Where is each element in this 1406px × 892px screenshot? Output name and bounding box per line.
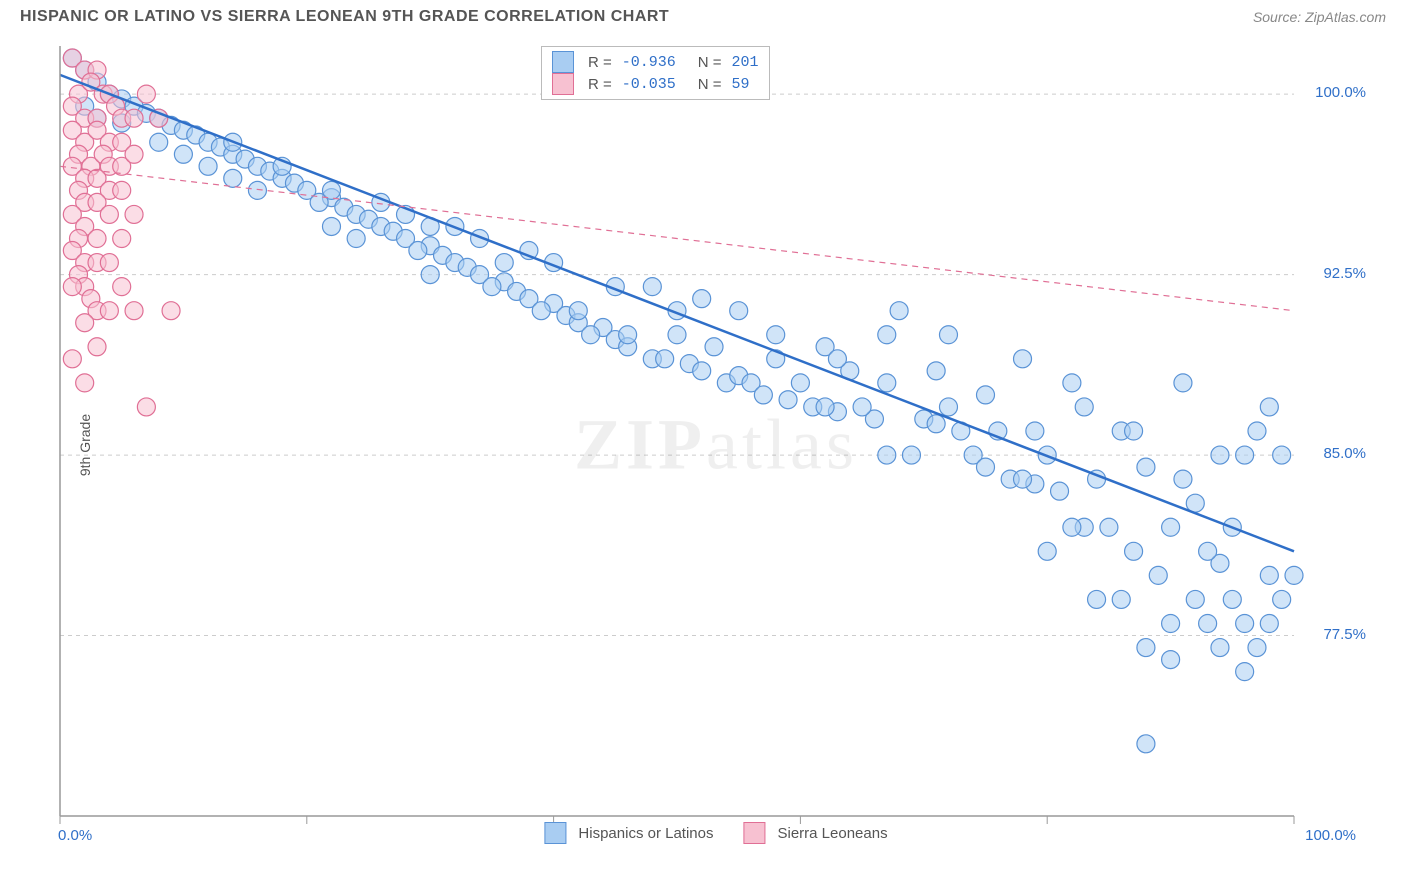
y-axis-label: 9th Grade	[77, 414, 93, 476]
chart-title: HISPANIC OR LATINO VS SIERRA LEONEAN 9TH…	[20, 8, 669, 26]
swatch-hispanic	[544, 822, 566, 844]
legend-row-sierra: R = -0.035 N = 59	[552, 73, 759, 95]
r-label: R =	[588, 54, 612, 71]
legend-item-sierra: Sierra Leoneans	[744, 822, 888, 844]
source-label: Source: ZipAtlas.com	[1253, 9, 1386, 25]
chart-container: 9th Grade ZIPatlas R = -0.936N = 201R = …	[46, 40, 1386, 850]
y-tick-label: 85.0%	[1323, 445, 1366, 462]
x-tick-max: 100.0%	[1305, 827, 1356, 844]
y-tick-label: 100.0%	[1315, 84, 1366, 101]
y-tick-label: 92.5%	[1323, 265, 1366, 282]
legend-row-hispanic: R = -0.936 N = 201	[552, 51, 759, 73]
swatch-sierra	[552, 73, 574, 95]
n-label: N =	[698, 76, 722, 93]
n-label: N =	[698, 54, 722, 71]
n-value-hispanic: 201	[732, 54, 759, 71]
correlation-legend: R = -0.936 N = 201 R = -0.035 N = 59	[541, 46, 770, 100]
legend-label-sierra: Sierra Leoneans	[778, 825, 888, 842]
series-legend: Hispanics or Latinos Sierra Leoneans	[544, 822, 887, 844]
r-label: R =	[588, 76, 612, 93]
scatter-chart	[46, 40, 1386, 850]
x-tick-min: 0.0%	[58, 827, 92, 844]
n-value-sierra: 59	[732, 76, 750, 93]
swatch-hispanic	[552, 51, 574, 73]
swatch-sierra	[744, 822, 766, 844]
y-tick-label: 77.5%	[1323, 626, 1366, 643]
r-value-sierra: -0.035	[622, 76, 676, 93]
r-value-hispanic: -0.936	[622, 54, 676, 71]
legend-label-hispanic: Hispanics or Latinos	[578, 825, 713, 842]
legend-item-hispanic: Hispanics or Latinos	[544, 822, 713, 844]
